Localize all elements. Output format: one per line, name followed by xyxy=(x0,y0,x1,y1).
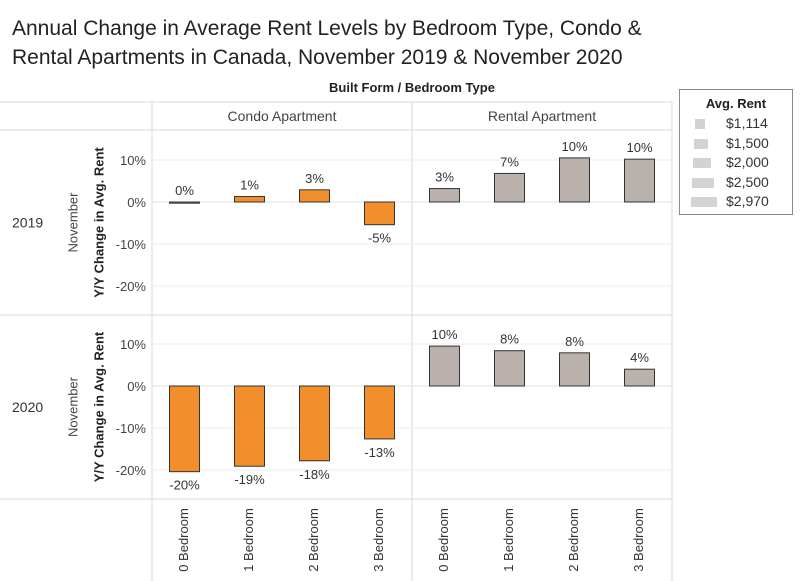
bar xyxy=(494,350,525,387)
bar xyxy=(429,188,460,203)
bar-value-label: 3% xyxy=(435,170,454,185)
bar xyxy=(364,385,395,440)
bar-value-label: -19% xyxy=(234,472,265,487)
bar-value-label: 0% xyxy=(175,183,194,198)
x-category-label: 2 Bedroom xyxy=(566,508,581,572)
x-category-label: 1 Bedroom xyxy=(241,508,256,572)
bar xyxy=(624,158,655,203)
bar xyxy=(429,345,460,387)
y-axis-title: Y/Y Change in Avg. Rent xyxy=(91,147,106,298)
legend-item: $2,970 xyxy=(680,192,792,212)
bar xyxy=(364,201,395,226)
x-category-label: 3 Bedroom xyxy=(631,508,646,572)
x-category-label: 0 Bedroom xyxy=(176,508,191,572)
x-category-label: 3 Bedroom xyxy=(371,508,386,572)
bar xyxy=(624,368,655,387)
bar-value-label: 10% xyxy=(626,140,652,155)
bar-value-label: 8% xyxy=(500,332,519,347)
x-category-label: 1 Bedroom xyxy=(501,508,516,572)
bar xyxy=(169,385,200,473)
legend-swatch xyxy=(692,177,714,188)
legend-swatch xyxy=(695,119,705,129)
legend-label: $2,970 xyxy=(726,193,769,209)
y-axis-title: Y/Y Change in Avg. Rent xyxy=(91,331,106,482)
bar-value-label: 7% xyxy=(500,154,519,169)
bar-value-label: -20% xyxy=(169,478,200,493)
bar-value-label: 8% xyxy=(565,334,584,349)
legend-title: Avg. Rent xyxy=(705,96,767,111)
y-tick-label: -20% xyxy=(116,463,147,478)
bar-value-label: 10% xyxy=(561,139,587,154)
avg-rent-legend: Avg. Rent $1,114 $1,500 $2,000 $2,500 $2,970 xyxy=(679,89,793,215)
row-month-label: November xyxy=(65,376,80,437)
bar-value-label: -13% xyxy=(364,445,395,460)
bar xyxy=(234,385,265,467)
y-tick-label: 10% xyxy=(120,337,146,352)
bar-value-label: 3% xyxy=(305,171,324,186)
bar xyxy=(559,352,590,387)
bar-value-label: 4% xyxy=(630,350,649,365)
y-tick-label: -10% xyxy=(116,237,147,252)
chart-title: Annual Change in Average Rent Levels by … xyxy=(12,17,642,69)
built-form-header: Built Form / Bedroom Type xyxy=(329,80,495,95)
y-tick-label: -20% xyxy=(116,279,147,294)
x-category-label: 2 Bedroom xyxy=(306,508,321,572)
legend-label: $1,500 xyxy=(726,134,769,151)
bar-value-label: -18% xyxy=(299,467,330,482)
y-tick-label: -10% xyxy=(116,421,147,436)
x-category-label: 0 Bedroom xyxy=(436,508,451,572)
bar xyxy=(169,201,200,204)
column-header: Condo Apartment xyxy=(228,108,337,124)
legend-swatch xyxy=(693,158,711,168)
legend-item: $1,500 xyxy=(680,134,792,154)
bar-value-label: 1% xyxy=(240,178,259,193)
bar xyxy=(494,172,525,203)
bar xyxy=(559,157,590,203)
legend-item: $1,114 xyxy=(680,114,792,134)
legend-item: $2,000 xyxy=(680,153,792,173)
bar-value-label: -5% xyxy=(368,231,392,246)
y-tick-label: 10% xyxy=(120,153,146,168)
row-year-label: 2019 xyxy=(12,215,43,231)
bar xyxy=(299,189,330,203)
legend-item: $2,500 xyxy=(680,173,792,193)
row-year-label: 2020 xyxy=(12,399,43,415)
legend-swatch xyxy=(691,197,717,207)
legend-label: $2,500 xyxy=(726,173,769,190)
bar xyxy=(299,385,330,462)
bar xyxy=(234,196,265,203)
legend-label: $2,000 xyxy=(726,154,769,170)
y-tick-label: 0% xyxy=(127,195,146,210)
column-header: Rental Apartment xyxy=(488,108,596,124)
legend-label: $1,114 xyxy=(726,115,768,131)
y-tick-label: 0% xyxy=(127,379,146,394)
row-month-label: November xyxy=(65,192,80,253)
bar-value-label: 10% xyxy=(431,327,457,342)
legend-swatch xyxy=(694,138,708,149)
